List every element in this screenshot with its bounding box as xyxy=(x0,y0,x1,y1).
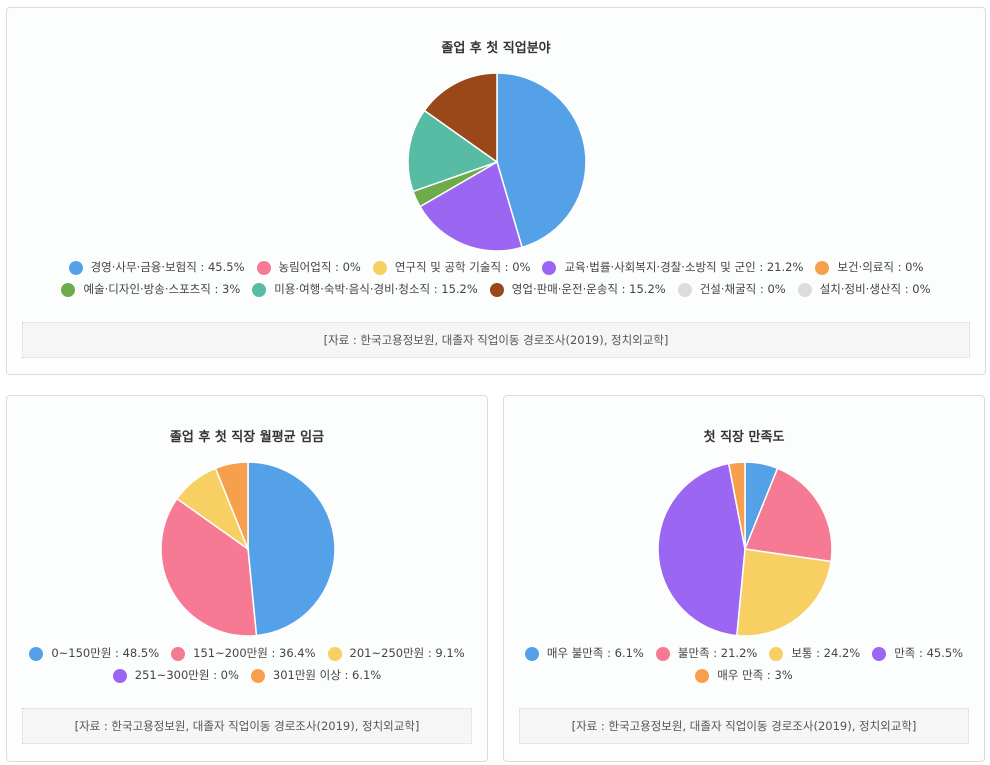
legend-item[interactable]: 매우 불만족 : 6.1% xyxy=(524,646,644,661)
legend-label: 건설·채굴직 : 0% xyxy=(699,282,786,296)
pie-slice[interactable] xyxy=(418,160,524,252)
legend-item[interactable]: 교육·법률·사회복지·경찰·소방직 및 군인 : 21.2% xyxy=(542,260,803,275)
legend-marker xyxy=(61,282,76,297)
legend-label: 매우 불만족 : 6.1% xyxy=(546,646,644,660)
legend-marker xyxy=(250,668,265,683)
pie-slice[interactable] xyxy=(407,109,499,193)
pie-chart xyxy=(657,461,833,637)
pie-slice[interactable] xyxy=(743,467,833,563)
chart-legend: 0~150만원 : 48.5% 151~200만원 : 36.4% 201~250만… xyxy=(17,646,477,683)
chart-title: 첫 직장 만족도 xyxy=(703,430,785,445)
legend-label: 불만족 : 21.2% xyxy=(677,646,758,660)
legend-item[interactable]: 예술·디자인·방송·스포츠직 : 3% xyxy=(61,282,240,297)
legend-label: 151~200만원 : 36.4% xyxy=(193,646,316,660)
legend-marker xyxy=(68,260,83,275)
source-note: [자료 : 한국고용정보원, 대졸자 직업이동 경로조사(2019), 정치외교… xyxy=(22,708,472,744)
legend-label: 0~150만원 : 48.5% xyxy=(51,646,160,660)
chart-title: 졸업 후 첫 직장 월평균 임금 xyxy=(169,430,325,445)
pie-slice[interactable] xyxy=(727,461,746,550)
legend-label: 251~300만원 : 0% xyxy=(134,668,239,682)
legend-marker xyxy=(815,260,830,275)
legend-label: 만족 : 45.5% xyxy=(894,646,964,660)
legend-marker xyxy=(524,646,539,661)
pie-chart xyxy=(160,461,336,637)
legend-item[interactable]: 0~150만원 : 48.5% xyxy=(29,646,159,661)
legend-item[interactable]: 불만족 : 21.2% xyxy=(655,646,758,661)
legend-item[interactable]: 251~300만원 : 0% xyxy=(112,668,239,683)
source-note: [자료 : 한국고용정보원, 대졸자 직업이동 경로조사(2019), 정치외교… xyxy=(519,708,969,744)
legend-marker xyxy=(695,668,710,683)
legend-label: 미용·여행·숙박·음식·경비·청소직 : 15.2% xyxy=(274,282,478,296)
legend-label: 매우 만족 : 3% xyxy=(717,668,793,682)
legend-marker xyxy=(327,646,342,661)
source-note: [자료 : 한국고용정보원, 대졸자 직업이동 경로조사(2019), 정치외교… xyxy=(22,322,970,358)
legend-item[interactable]: 설치·정비·생산직 : 0% xyxy=(797,282,931,297)
legend-marker xyxy=(769,646,784,661)
legend-marker xyxy=(872,646,887,661)
legend-label: 301만원 이상 : 6.1% xyxy=(272,668,382,682)
legend-marker xyxy=(655,646,670,661)
legend-label: 보통 : 24.2% xyxy=(791,646,861,660)
legend-item[interactable]: 매우 만족 : 3% xyxy=(695,668,793,683)
legend-label: 경영·사무·금융·보험직 : 45.5% xyxy=(90,260,245,274)
legend-item[interactable]: 301만원 이상 : 6.1% xyxy=(250,668,382,683)
pie-slice[interactable] xyxy=(423,72,498,164)
legend-marker xyxy=(372,260,387,275)
legend-label: 예술·디자인·방송·스포츠직 : 3% xyxy=(83,282,241,296)
legend-label: 연구직 및 공학 기술직 : 0% xyxy=(394,260,531,274)
legend-marker xyxy=(252,282,267,297)
legend-item[interactable]: 연구직 및 공학 기술직 : 0% xyxy=(372,260,531,275)
legend-item[interactable]: 영업·판매·운전·운송직 : 15.2% xyxy=(489,282,666,297)
job-field-chart-card: 졸업 후 첫 직업분야 경영·사무·금융·보험직 : 45.5% 농림어업직 : … xyxy=(6,7,986,375)
satisfaction-chart-card: 첫 직장 만족도 매우 불만족 : 6.1% 불만족 : 21.2% 보통 : 24… xyxy=(503,395,985,762)
pie-slice[interactable] xyxy=(160,497,258,637)
legend-marker xyxy=(171,646,186,661)
legend-item[interactable]: 보건·의료직 : 0% xyxy=(815,260,923,275)
chart-legend: 매우 불만족 : 6.1% 불만족 : 21.2% 보통 : 24.2% 만족 : 4… xyxy=(514,646,974,683)
chart-title: 졸업 후 첫 직업분야 xyxy=(441,41,551,56)
legend-label: 농림어업직 : 0% xyxy=(278,260,361,274)
legend-item[interactable]: 건설·채굴직 : 0% xyxy=(677,282,786,297)
pie-slice[interactable] xyxy=(735,548,832,637)
legend-item[interactable]: 201~250만원 : 9.1% xyxy=(327,646,465,661)
legend-item[interactable]: 보통 : 24.2% xyxy=(769,646,860,661)
wage-chart-card: 졸업 후 첫 직장 월평균 임금 0~150만원 : 48.5% 151~200만… xyxy=(6,395,488,762)
legend-marker xyxy=(797,282,812,297)
legend-marker xyxy=(489,282,504,297)
legend-item[interactable]: 농림어업직 : 0% xyxy=(256,260,361,275)
legend-marker xyxy=(112,668,127,683)
legend-marker xyxy=(256,260,271,275)
legend-marker xyxy=(29,646,44,661)
pie-slice[interactable] xyxy=(247,461,336,637)
legend-label: 201~250만원 : 9.1% xyxy=(349,646,465,660)
legend-label: 보건·의료직 : 0% xyxy=(837,260,924,274)
legend-item[interactable]: 미용·여행·숙박·음식·경비·청소직 : 15.2% xyxy=(252,282,478,297)
pie-slice[interactable] xyxy=(657,462,746,637)
chart-legend: 경영·사무·금융·보험직 : 45.5% 농림어업직 : 0% 연구직 및 공학 기… xyxy=(17,260,975,297)
legend-label: 설치·정비·생산직 : 0% xyxy=(819,282,931,296)
pie-chart xyxy=(407,72,587,252)
legend-label: 영업·판매·운전·운송직 : 15.2% xyxy=(511,282,666,296)
legend-label: 교육·법률·사회복지·경찰·소방직 및 군인 : 21.2% xyxy=(564,260,804,274)
legend-marker xyxy=(677,282,692,297)
legend-item[interactable]: 151~200만원 : 36.4% xyxy=(171,646,316,661)
legend-item[interactable]: 경영·사무·금융·보험직 : 45.5% xyxy=(68,260,245,275)
legend-marker xyxy=(542,260,557,275)
pie-slice[interactable] xyxy=(496,72,587,249)
pie-slice[interactable] xyxy=(214,461,249,550)
legend-item[interactable]: 만족 : 45.5% xyxy=(872,646,963,661)
